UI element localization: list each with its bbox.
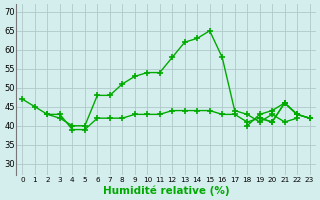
X-axis label: Humidité relative (%): Humidité relative (%): [103, 185, 229, 196]
